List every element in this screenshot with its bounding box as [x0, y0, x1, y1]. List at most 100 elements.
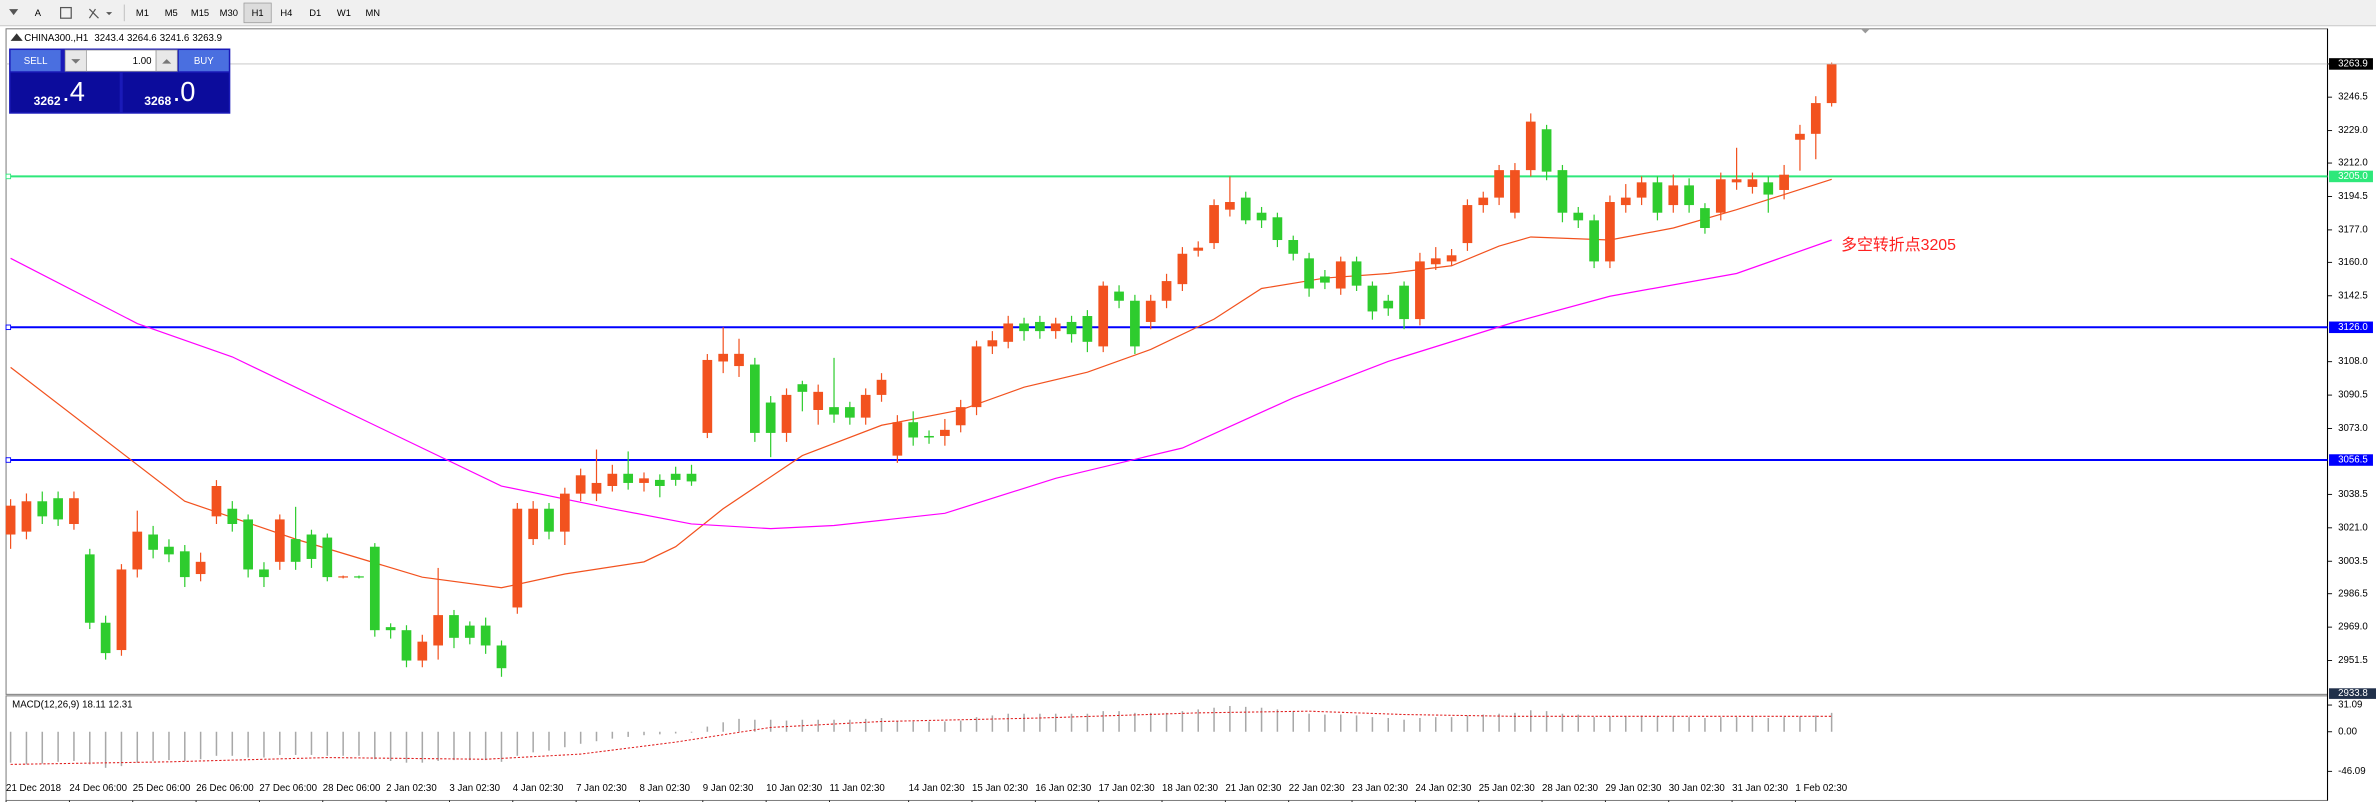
- candle-body: [765, 402, 776, 433]
- level-label: 3126.0: [2338, 322, 2368, 333]
- buy-button[interactable]: [178, 50, 229, 72]
- label-tool[interactable]: [60, 6, 72, 19]
- volume-value: 1.00: [133, 56, 152, 67]
- y-tick-label: 2951.5: [2338, 655, 2368, 666]
- x-tick-label: 1 Feb 02:30: [1795, 783, 1847, 794]
- candle-body: [1304, 258, 1314, 289]
- x-tick-label: 29 Jan 02:30: [1605, 783, 1662, 794]
- annotation: 多空转折点3205: [1841, 236, 1956, 254]
- candle-body: [1589, 220, 1599, 262]
- candle-body: [1256, 212, 1267, 221]
- candle-body: [1494, 170, 1504, 198]
- candle-body: [21, 501, 32, 532]
- candle-body: [369, 546, 380, 631]
- candle-body: [1335, 261, 1346, 289]
- chart-shift-marker[interactable]: [1860, 28, 1870, 34]
- candle-body: [1209, 205, 1219, 244]
- timeframe-button[interactable]: [128, 3, 157, 23]
- shapes-tool[interactable]: [88, 8, 99, 19]
- header-low: 3241.6: [160, 32, 190, 43]
- timeframe-button[interactable]: [272, 3, 301, 23]
- candle-body: [544, 508, 554, 532]
- timeframe-label: M15: [191, 7, 209, 18]
- candle-body: [306, 534, 317, 559]
- x-tick-label: 11 Jan 02:30: [829, 783, 885, 794]
- bid-int: 3262: [34, 94, 61, 108]
- x-tick-label: 21 Jan 02:30: [1225, 783, 1282, 794]
- header-high: 3264.6: [127, 32, 157, 43]
- timeframe-button[interactable]: [301, 3, 329, 23]
- x-tick-label: 9 Jan 02:30: [703, 783, 754, 794]
- x-tick-label: 18 Jan 02:30: [1162, 783, 1219, 794]
- timeframe-label: M1: [136, 7, 149, 18]
- timeframe-button[interactable]: [157, 3, 185, 23]
- range-bottom-box: [2329, 688, 2376, 699]
- candle-body: [1620, 197, 1631, 206]
- bid-box[interactable]: [10, 72, 120, 113]
- y-tick-label: 3177.0: [2338, 224, 2368, 235]
- timeframe-button[interactable]: [330, 3, 358, 23]
- candle-body: [164, 546, 174, 555]
- timeframe-button[interactable]: [359, 3, 387, 23]
- candle-body: [243, 519, 253, 570]
- candle-body: [845, 407, 855, 418]
- text-tool[interactable]: A: [35, 7, 42, 18]
- candle-body: [797, 384, 808, 392]
- x-tick-label: 24 Jan 02:30: [1415, 783, 1472, 794]
- candle-body: [1351, 261, 1362, 286]
- cursor-tool[interactable]: [9, 9, 19, 16]
- candle-body: [1747, 179, 1758, 187]
- x-tick-label: 27 Dec 06:00: [259, 783, 317, 794]
- candle-body: [1779, 174, 1789, 190]
- candle-body: [354, 576, 364, 578]
- candle-body: [1525, 121, 1536, 171]
- candle-body: [1161, 281, 1172, 301]
- timeframe-button[interactable]: [186, 3, 214, 23]
- candle-body: [924, 435, 934, 438]
- candle-body: [1367, 285, 1378, 312]
- candle-body: [259, 569, 269, 578]
- candle-body: [1177, 253, 1188, 285]
- macd-signal: [10, 710, 1832, 765]
- timeframe-label: H1: [252, 7, 264, 18]
- candle-body: [813, 391, 824, 410]
- ask-box[interactable]: [122, 72, 229, 113]
- timeframe-button[interactable]: [243, 2, 272, 24]
- candle-body: [195, 561, 206, 575]
- candle-body: [892, 422, 903, 456]
- sell-button[interactable]: [10, 50, 61, 72]
- x-tick-label: 23 Jan 02:30: [1352, 783, 1409, 794]
- x-tick-label: 16 Jan 02:30: [1035, 783, 1092, 794]
- level-label-box: [2329, 170, 2373, 183]
- timeframe-label: H4: [280, 7, 292, 18]
- x-tick-label: 28 Jan 02:30: [1542, 783, 1599, 794]
- candle-body: [1510, 170, 1520, 213]
- ask-frac: .0: [173, 76, 196, 107]
- candle-body: [1668, 185, 1679, 206]
- candle-body: [1541, 129, 1552, 172]
- y-tick-label: 3246.5: [2338, 92, 2368, 103]
- candle-body: [1415, 261, 1425, 320]
- y-tick-label: 3021.0: [2338, 522, 2368, 533]
- x-tick-label: 25 Dec 06:00: [133, 783, 191, 794]
- candle-body: [5, 505, 16, 535]
- candle-body: [1446, 255, 1457, 262]
- candle-body: [53, 498, 63, 520]
- candle-body: [718, 353, 729, 362]
- candle-body: [1082, 316, 1093, 342]
- candle-body: [132, 531, 143, 570]
- y-tick-label: 3003.5: [2338, 556, 2368, 567]
- timeframe-button[interactable]: [215, 3, 243, 23]
- candle-body: [480, 625, 491, 646]
- y-tick-label: 3073.0: [2338, 423, 2368, 434]
- candle-body: [512, 508, 523, 608]
- ask-int: 3268: [144, 94, 171, 108]
- shapes-dropdown[interactable]: [106, 12, 113, 16]
- candle-body: [274, 519, 285, 562]
- candle-body: [1240, 197, 1251, 221]
- level-label: 3205.0: [2338, 171, 2368, 182]
- candle-body: [528, 508, 539, 540]
- x-tick-label: 26 Dec 06:00: [196, 783, 254, 794]
- last-price-box: [2329, 58, 2373, 70]
- y-tick-label: 2986.5: [2338, 588, 2368, 599]
